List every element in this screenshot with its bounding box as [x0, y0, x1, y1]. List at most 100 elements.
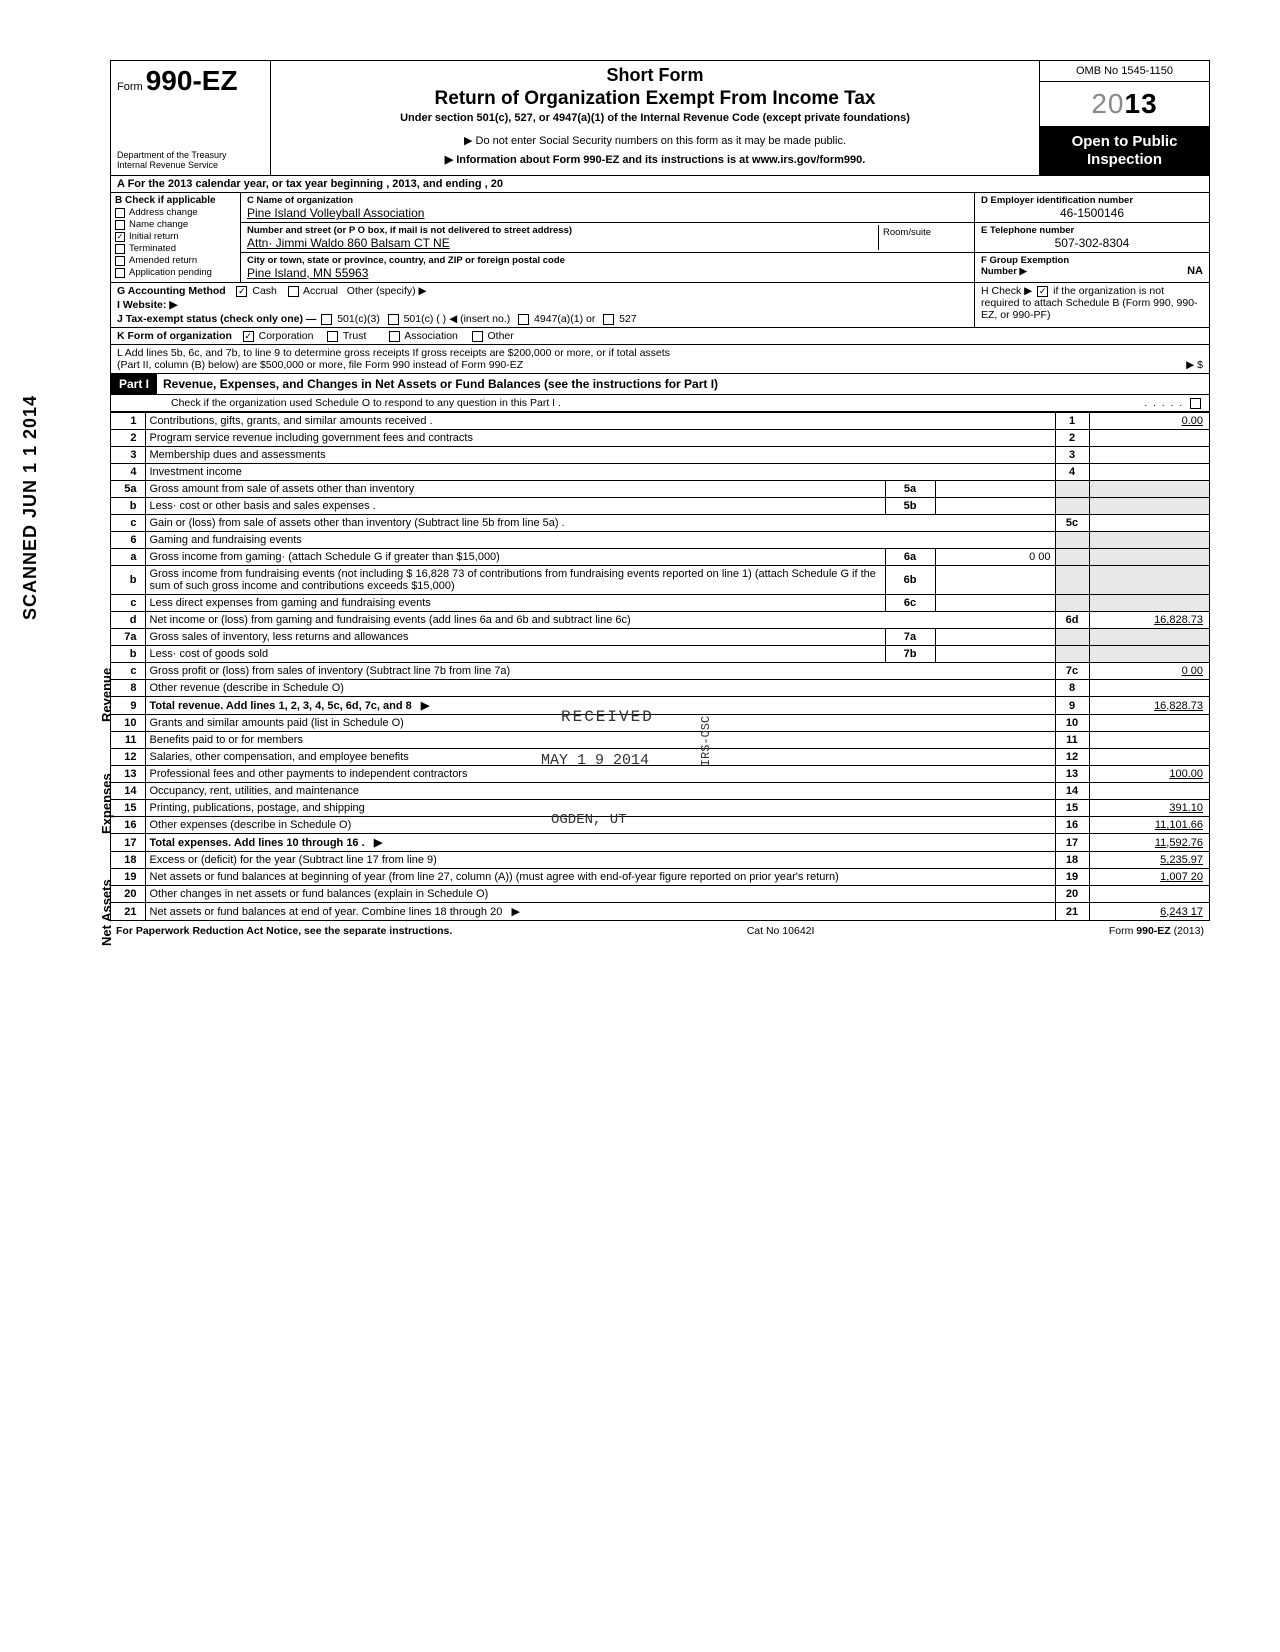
chk-assoc[interactable] [389, 331, 400, 342]
section-b: B Check if applicable Address change Nam… [111, 193, 241, 282]
addr-value: Attn· Jimmi Waldo 860 Balsam CT NE [247, 236, 878, 250]
section-k: K Form of organization ✓ Corporation Tru… [111, 328, 1209, 345]
title-short: Short Form [279, 65, 1031, 86]
table-row: 6Gaming and fundraising events [111, 532, 1209, 549]
ein-label: D Employer identification number [981, 195, 1203, 206]
table-row: dNet income or (loss) from gaming and fu… [111, 612, 1209, 629]
room-suite: Room/suite [878, 225, 968, 250]
table-row: 5aGross amount from sale of assets other… [111, 481, 1209, 498]
subtitle: Under section 501(c), 527, or 4947(a)(1)… [279, 112, 1031, 124]
table-row: 2Program service revenue including gover… [111, 430, 1209, 447]
chk-trust[interactable] [327, 331, 338, 342]
table-row: bLess· cost of goods sold 7b [111, 646, 1209, 663]
chk-name[interactable] [115, 220, 125, 230]
form-990ez: Form 990-EZ Department of the Treasury I… [110, 60, 1210, 921]
stamp-date: MAY 1 9 2014 [541, 752, 649, 769]
chk-501c[interactable] [388, 314, 399, 325]
title-main: Return of Organization Exempt From Incom… [279, 88, 1031, 110]
chk-4947[interactable] [518, 314, 529, 325]
section-l: L Add lines 5b, 6c, and 7b, to line 9 to… [111, 345, 1209, 374]
side-expenses: Expenses [99, 773, 114, 834]
table-row: 18Excess or (deficit) for the year (Subt… [111, 852, 1209, 869]
scanned-stamp: SCANNED JUN 1 1 2014 [20, 395, 41, 620]
city-value: Pine Island, MN 55963 [247, 266, 968, 280]
table-row: 20Other changes in net assets or fund ba… [111, 886, 1209, 903]
section-a: A For the 2013 calendar year, or tax yea… [111, 176, 1209, 193]
footer-right: Form 990-EZ (2013) [1109, 925, 1204, 937]
section-g-label: G Accounting Method [117, 285, 226, 297]
chk-accrual[interactable] [288, 286, 299, 297]
expenses-section: Expenses RECEIVED MAY 1 9 2014 IRS-OSC O… [111, 714, 1209, 851]
row-gh: G Accounting Method ✓ Cash Accrual Other… [111, 283, 1209, 328]
tax-year: 2013 [1040, 82, 1209, 127]
table-row: cLess direct expenses from gaming and fu… [111, 595, 1209, 612]
form-meta-box: OMB No 1545-1150 2013 Open to Public Ins… [1039, 61, 1209, 175]
table-row: 10Grants and similar amounts paid (list … [111, 715, 1209, 732]
table-row: aGross income from gaming· (attach Sched… [111, 549, 1209, 566]
header-grid: B Check if applicable Address change Nam… [111, 193, 1209, 283]
footer-mid: Cat No 10642I [747, 925, 815, 937]
chk-corp[interactable]: ✓ [243, 331, 254, 342]
ein-value: 46-1500146 [981, 206, 1203, 220]
section-i: I Website: ▶ [117, 299, 177, 311]
table-row: 16Other expenses (describe in Schedule O… [111, 817, 1209, 834]
ssn-warning: ▶ Do not enter Social Security numbers o… [279, 134, 1031, 147]
footer-left: For Paperwork Reduction Act Notice, see … [116, 925, 452, 937]
city-label: City or town, state or province, country… [247, 255, 968, 266]
revenue-table: 1Contributions, gifts, grants, and simil… [111, 412, 1209, 714]
part1-title: Revenue, Expenses, and Changes in Net As… [157, 374, 1209, 394]
addr-label: Number and street (or P O box, if mail i… [247, 225, 878, 236]
section-b-label: B Check if applicable [115, 195, 236, 206]
group-ex-label: F Group Exemption [981, 255, 1069, 266]
table-row: 19Net assets or fund balances at beginni… [111, 869, 1209, 886]
table-row: 7aGross sales of inventory, less returns… [111, 629, 1209, 646]
revenue-section: Revenue 1Contributions, gifts, grants, a… [111, 412, 1209, 714]
footer: For Paperwork Reduction Act Notice, see … [110, 921, 1210, 941]
table-row: 11Benefits paid to or for members 11 [111, 732, 1209, 749]
section-c: C Name of organization Pine Island Volle… [241, 193, 974, 282]
omb-number: OMB No 1545-1150 [1040, 61, 1209, 82]
chk-cash[interactable]: ✓ [236, 286, 247, 297]
section-j-label: J Tax-exempt status (check only one) — [117, 313, 316, 325]
part1-sub: Check if the organization used Schedule … [171, 397, 561, 409]
table-row: 3Membership dues and assessments 3 [111, 447, 1209, 464]
stamp-ogden: OGDEN, UT [551, 812, 627, 828]
org-name: Pine Island Volleyball Association [247, 206, 968, 220]
chk-amended[interactable] [115, 256, 125, 266]
open-to-public: Open to Public Inspection [1040, 127, 1209, 175]
org-name-label: C Name of organization [247, 195, 968, 206]
table-row: bGross income from fundraising events (n… [111, 566, 1209, 595]
info-url: ▶ Information about Form 990-EZ and its … [279, 153, 1031, 166]
chk-terminated[interactable] [115, 244, 125, 254]
table-row: 1Contributions, gifts, grants, and simil… [111, 413, 1209, 430]
part1-badge: Part I [111, 374, 157, 394]
section-def: D Employer identification number 46-1500… [974, 193, 1209, 282]
group-ex-value: NA [1187, 265, 1203, 277]
dept-irs: Internal Revenue Service [117, 161, 264, 171]
table-row: 13Professional fees and other payments t… [111, 766, 1209, 783]
phone-label: E Telephone number [981, 225, 1203, 236]
side-netassets: Net Assets [99, 879, 114, 946]
chk-address[interactable] [115, 208, 125, 218]
form-id-box: Form 990-EZ Department of the Treasury I… [111, 61, 271, 175]
chk-pending[interactable] [115, 268, 125, 278]
part1-header: Part I Revenue, Expenses, and Changes in… [111, 374, 1209, 395]
form-prefix: Form [117, 81, 143, 93]
chk-other[interactable] [472, 331, 483, 342]
table-row: bLess· cost or other basis and sales exp… [111, 498, 1209, 515]
table-row: 4Investment income 4 [111, 464, 1209, 481]
chk-initial[interactable]: ✓ [115, 232, 125, 242]
chk-schedule-o[interactable] [1190, 398, 1201, 409]
group-ex-label2: Number ▶ [981, 266, 1069, 277]
table-row: cGross profit or (loss) from sales of in… [111, 663, 1209, 680]
table-row: 12Salaries, other compensation, and empl… [111, 749, 1209, 766]
netassets-section: Net Assets 18Excess or (deficit) for the… [111, 851, 1209, 920]
chk-501c3[interactable] [321, 314, 332, 325]
chk-527[interactable] [603, 314, 614, 325]
section-h-text: H Check ▶ [981, 285, 1032, 297]
table-row: cGain or (loss) from sale of assets othe… [111, 515, 1209, 532]
chk-schedule-b[interactable]: ✓ [1037, 286, 1048, 297]
expenses-table: 10Grants and similar amounts paid (list … [111, 714, 1209, 851]
stamp-received: RECEIVED [561, 708, 654, 726]
table-row: 17Total expenses. Add lines 10 through 1… [111, 834, 1209, 852]
